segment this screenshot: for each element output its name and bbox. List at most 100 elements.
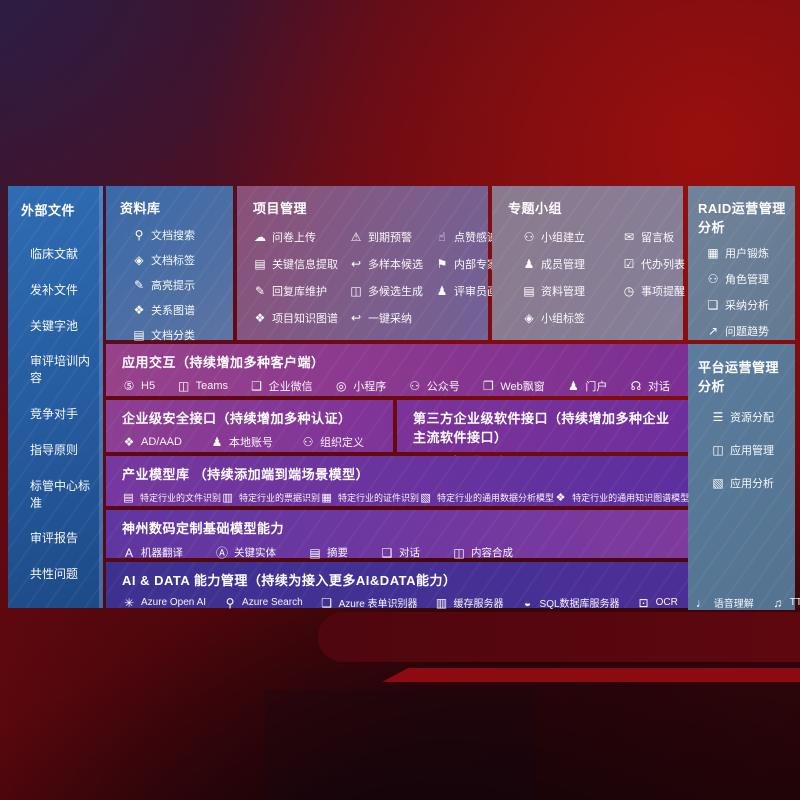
- list-item: Ⓐ 关键实体: [215, 544, 276, 561]
- list-item: ⚇ 小组建立: [522, 229, 622, 245]
- list-item: ◒ SQL数据库服务器: [521, 595, 620, 611]
- ranking-icon: ⚑: [436, 257, 448, 271]
- todo-list-icon: ☑: [623, 257, 635, 271]
- list-item: ☝ 点赞感谢: [435, 229, 520, 245]
- list-item: ✎ 回复库维护: [253, 283, 349, 299]
- project-list: ☁ 问卷上传 ⚠ 到期预警 ☝ 点赞感谢 ▤ 关键信息提取: [253, 217, 520, 326]
- item-label: 关键实体: [234, 547, 276, 559]
- list-item: ⑤ H5: [122, 379, 155, 393]
- list-item: 临床文献: [30, 247, 79, 261]
- item-label: 到期预警: [368, 232, 412, 244]
- list-item: ▦ 特定行业的证件识别: [320, 491, 419, 504]
- local-account-icon: ♟: [211, 435, 223, 449]
- trend-chart-icon: ↗: [707, 324, 719, 338]
- item-label: 对话: [647, 381, 670, 393]
- list-item: 审评报告: [30, 531, 79, 546]
- one-click-adopt-icon: ↩: [350, 311, 362, 325]
- list-item: ✉ 留言板: [622, 229, 685, 245]
- row-title: 神州数码定制基础模型能力: [122, 521, 285, 536]
- item-label: 本地账号: [228, 437, 273, 449]
- panel-platform-analysis: 平台运营管理分析 ☰ 资源分配 ◫ 应用管理 ▧ 应用分析: [688, 344, 795, 610]
- list-item: ⚲ 文档搜索: [132, 227, 223, 243]
- panel-raid-analysis: RAID运营管理分析 ▦ 用户锻炼 ⚇ 角色管理 ❑ 采纳分析: [688, 186, 795, 340]
- list-item: ◷ 事项提醒: [622, 283, 685, 299]
- list-item: ◫ 内容合成: [452, 545, 513, 560]
- list-item: ▧ 应用分析: [711, 475, 789, 491]
- item-label: 应用管理: [730, 445, 774, 457]
- list-item: ◫ 应用管理: [711, 442, 789, 458]
- reviewer-profile-icon: ♟: [436, 284, 448, 298]
- key-entity-icon: Ⓐ: [215, 546, 228, 560]
- content-compose-icon: ◫: [453, 545, 465, 560]
- raid-list: ▦ 用户锻炼 ⚇ 角色管理 ❑ 采纳分析 ↗ 问题趋势: [698, 236, 789, 339]
- list-item: ▤ 资料管理: [522, 283, 622, 299]
- list-item: ♫ TTS: [771, 596, 800, 610]
- digital-china-list: A 机器翻译 Ⓐ 关键实体 ▤ 摘要 ❑ 对话: [122, 544, 674, 561]
- list-item: ♟ 门户: [566, 378, 607, 394]
- item-label: 点赞感谢: [454, 232, 498, 244]
- panel-title: 外部文件: [21, 203, 76, 218]
- row-title: 企业级安全接口（持续增加多种认证）: [122, 411, 352, 426]
- item-label: 文档搜索: [151, 230, 195, 242]
- info-extract-icon: ▤: [254, 257, 266, 271]
- app-analysis-icon: ▧: [712, 476, 724, 490]
- list-item: ▧ 特定行业的通用数据分析模型: [419, 491, 554, 504]
- id-recognition-icon: ▦: [321, 492, 332, 504]
- interaction-list: ⑤ H5 ◫ Teams ❑ 企业微信 ◎ 小程序: [122, 378, 674, 394]
- item-label: 一键采纳: [368, 313, 412, 325]
- list-item: ⚇ 组织定义: [301, 434, 364, 450]
- ai-data-list: ✳ Azure Open AI ⚲ Azure Search ❏ Azure 表…: [122, 595, 800, 611]
- list-item: 指导原则: [30, 442, 79, 457]
- list-item: ☰ 资源分配: [711, 409, 789, 425]
- doc-search-icon: ⚲: [134, 228, 144, 242]
- message-board-icon: ✉: [623, 230, 635, 244]
- item-label: 多样本候选: [368, 259, 423, 271]
- list-item: 共性问题: [30, 567, 79, 581]
- app-manage-icon: ◫: [712, 443, 724, 457]
- panel-repository: 资料库 ⚲ 文档搜索 ◈ 文档标签 ✎ 高亮提示 ❖: [106, 186, 233, 343]
- list-item: ↗ 问题趋势: [706, 323, 789, 339]
- item-label: 小组标签: [541, 313, 585, 325]
- multi-sample-icon: ↩: [350, 257, 362, 271]
- row-industry-models: 产业模型库 （持续添加端到端场景模型） ▤ 特定行业的文件识别 ▥ 特定行业的票…: [106, 456, 690, 506]
- list-item: ▥ 缓存服务器: [435, 595, 504, 611]
- list-item: ☁ 问卷上传: [253, 229, 349, 245]
- item-label: OCR: [655, 597, 678, 608]
- item-label: 成员管理: [541, 259, 585, 271]
- list-item: ◫ Teams: [177, 379, 228, 393]
- list-item: ▤ 关键信息提取: [253, 256, 349, 272]
- item-label: 门户: [585, 381, 608, 393]
- list-item: ◎ 小程序: [334, 378, 386, 394]
- item-label: 应用分析: [730, 478, 774, 490]
- item-label: 角色管理: [725, 274, 769, 286]
- item-label: AD/AAD: [141, 436, 182, 448]
- item-label: 小组建立: [541, 232, 585, 244]
- machine-translate-icon: A: [124, 545, 133, 560]
- list-item: ☊ 对话: [629, 378, 670, 394]
- sql-database-icon: ◒: [523, 595, 532, 610]
- alarm-icon: ⚠: [350, 230, 362, 244]
- tts-icon: ♫: [773, 595, 783, 610]
- doc-classify-icon: ▤: [133, 328, 145, 342]
- user-card-icon: ▦: [707, 246, 719, 260]
- row-title: 产业模型库 （持续添加端到端场景模型）: [122, 467, 370, 482]
- azure-search-icon: ⚲: [225, 595, 235, 610]
- item-label: 资源分配: [730, 412, 774, 424]
- repository-list: ⚲ 文档搜索 ◈ 文档标签 ✎ 高亮提示 ❖ 关系图谱: [120, 217, 223, 343]
- summary-icon: ▤: [309, 545, 321, 560]
- item-label: 问卷上传: [272, 232, 316, 244]
- list-item: ❑ 采纳分析: [706, 297, 789, 313]
- list-item: ⚇ 公众号: [408, 378, 460, 394]
- list-item: 审评培训内容: [30, 354, 91, 386]
- item-label: 用户锻炼: [725, 248, 769, 260]
- item-label: 回复库维护: [272, 286, 327, 298]
- group-create-icon: ⚇: [523, 230, 535, 244]
- platform-list: ☰ 资源分配 ◫ 应用管理 ▧ 应用分析: [698, 395, 789, 491]
- item-label: 特定行业的通用知识图谱模型: [572, 493, 690, 503]
- item-label: 文档分类: [151, 330, 195, 342]
- item-label: 公众号: [426, 381, 460, 393]
- list-item: ❑ 对话: [380, 545, 420, 560]
- item-label: 特定行业的证件识别: [338, 493, 420, 503]
- security-list: ❖ AD/AAD ♟ 本地账号 ⚇ 组织定义: [122, 434, 379, 450]
